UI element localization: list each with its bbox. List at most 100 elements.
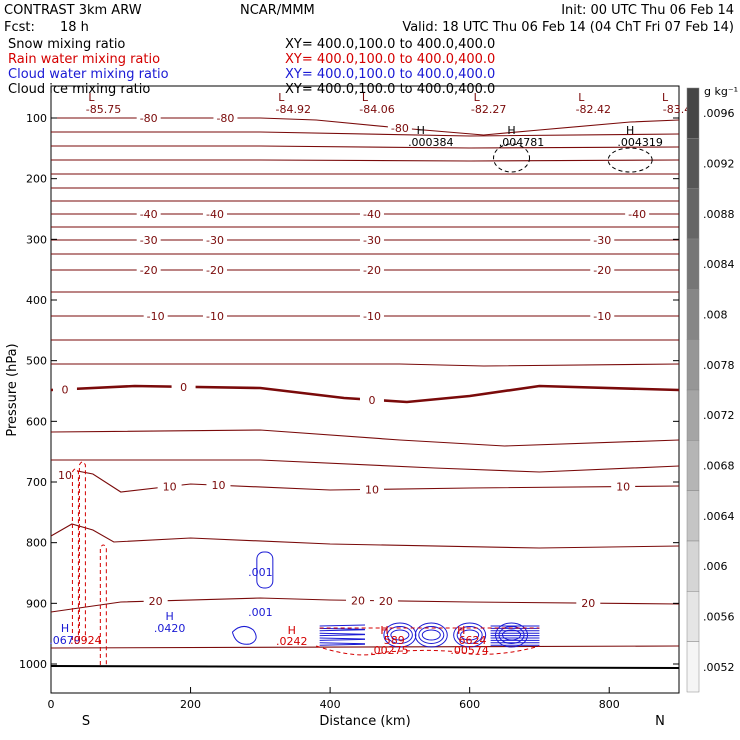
cloud-water-contour (383, 622, 417, 648)
legend: Snow mixing ratio XY= 400.0,100.0 to 400… (8, 37, 495, 97)
extrema-marker: L (474, 91, 481, 104)
contour-label: -20 (206, 264, 224, 277)
snow-contour (607, 147, 653, 173)
header-left1: CONTRAST 3km ARW (4, 3, 142, 18)
contour-label: -80 (140, 112, 158, 125)
temperature-contour (50, 645, 680, 649)
colorbar-swatch (686, 188, 700, 240)
cloud-water-contour (256, 551, 274, 589)
colorbar-label: .006 (703, 560, 728, 573)
legend-name-cloud-water: Cloud water mixing ratio (8, 67, 169, 82)
cloud-water-contour (390, 629, 410, 641)
y-tick-label: 100 (26, 112, 47, 125)
extrema-value: -82.27 (471, 103, 506, 116)
low-level-label: .0242 (276, 635, 308, 648)
contour-label-bg (202, 234, 227, 246)
x-axis-label: Distance (km) (319, 714, 410, 729)
x-tick-label: 400 (320, 698, 341, 711)
cloud-water-contour (319, 634, 366, 637)
extrema-marker: L (88, 91, 95, 104)
colorbar-swatch (686, 289, 700, 340)
low-level-label: H (380, 624, 388, 637)
contour-label-bg (625, 208, 650, 220)
extrema-marker: L (362, 91, 369, 104)
low-level-label: .00275 (370, 644, 409, 657)
contour-label: 0 (61, 383, 68, 396)
x-tick-label: 200 (180, 698, 201, 711)
cloud-water-contour (319, 643, 366, 646)
colorbar-label: .0092 (703, 158, 735, 171)
cloud-water-contour (421, 629, 441, 641)
extrema-marker: L (662, 91, 669, 104)
temperature-contour (50, 597, 680, 613)
contour-label-bg (136, 112, 161, 124)
legend-xy-cloud-ice: XY= 400.0,100.0 to 400.0,400.0 (285, 82, 495, 97)
extrema-labels: L-85.75L-84.92L-84.06L-82.27L-82.42L-83.… (86, 91, 691, 173)
y-tick-label: 500 (26, 355, 47, 368)
contour-label: -80 (391, 122, 409, 135)
temperature-contour (51, 459, 680, 473)
low-level-label: H (61, 622, 69, 635)
colorbar-swatch (686, 389, 700, 441)
contour-label-bg (206, 479, 231, 492)
snow-contour (493, 143, 531, 173)
y-tick-label: 700 (26, 476, 47, 489)
y-tick-label: 1000 (19, 658, 47, 671)
cloud-water-contour (453, 622, 487, 648)
contour-label: -10 (363, 310, 381, 323)
cloud-water-contour (460, 629, 480, 641)
legend-xy-snow: XY= 400.0,100.0 to 400.0,400.0 (285, 37, 495, 52)
x-tick-label: 0 (48, 698, 55, 711)
contour-label-bg (136, 234, 161, 246)
cloud-water-contour (319, 629, 366, 632)
legend-xy-rain: XY= 400.0,100.0 to 400.0,400.0 (285, 52, 495, 67)
rain-contour (99, 544, 107, 665)
contour-label-bg (611, 480, 636, 493)
colorbar-swatch (686, 138, 700, 189)
contour-label-bg (359, 483, 384, 496)
low-level-label: .0679 (49, 634, 81, 647)
contour-label: 10 (58, 469, 72, 482)
cloud-water-contour (319, 624, 366, 627)
extrema-value: .000384 (408, 136, 454, 149)
contour-label: -30 (140, 234, 158, 247)
colorbar-label: .0056 (703, 611, 735, 624)
contour-label-bg (359, 234, 384, 246)
temperature-contour (50, 523, 680, 549)
header-right1: Init: 00 UTC Thu 06 Feb 14 (561, 3, 734, 18)
endpoint-left: S (82, 714, 90, 729)
header-center1: NCAR/MMM (240, 3, 315, 18)
colorbar-swatch (686, 641, 700, 693)
y-tick-label: 800 (26, 537, 47, 550)
contour-label-bg (202, 264, 227, 276)
contour-label: 10 (163, 480, 177, 493)
contour-label-bg (359, 208, 384, 220)
contour-label-bg (346, 594, 371, 607)
contour-label-bg (202, 310, 227, 322)
contour-label: 20 (149, 595, 163, 608)
extrema-value: -85.75 (86, 103, 121, 116)
low-level-label: .0924 (70, 634, 102, 647)
low-level-label: H (165, 610, 173, 623)
extrema-marker: L (578, 91, 585, 104)
contour-label-bg (136, 264, 161, 276)
contour-label-bg (590, 310, 615, 322)
contour-label: 10 (616, 481, 630, 494)
extrema-marker: L (278, 91, 285, 104)
colorbar-label: .0064 (703, 510, 735, 523)
temperature-contour (51, 131, 680, 137)
contour-label: -20 (593, 264, 611, 277)
header-fcst-label: Fcst: (4, 20, 35, 35)
y-axis-label: Pressure (hPa) (5, 343, 20, 436)
colorbar-label: .0052 (703, 661, 735, 674)
colorbar-label: .0068 (703, 460, 735, 473)
x-tick-label: 600 (459, 698, 480, 711)
low-level-label: .0420 (154, 622, 186, 635)
colorbar-swatch (686, 490, 700, 542)
contour-label: -30 (593, 234, 611, 247)
extrema-marker: H (417, 124, 425, 137)
contour-label-bg (143, 595, 168, 607)
low-level-label: H (288, 624, 296, 637)
colorbar-label: .0078 (703, 359, 735, 372)
